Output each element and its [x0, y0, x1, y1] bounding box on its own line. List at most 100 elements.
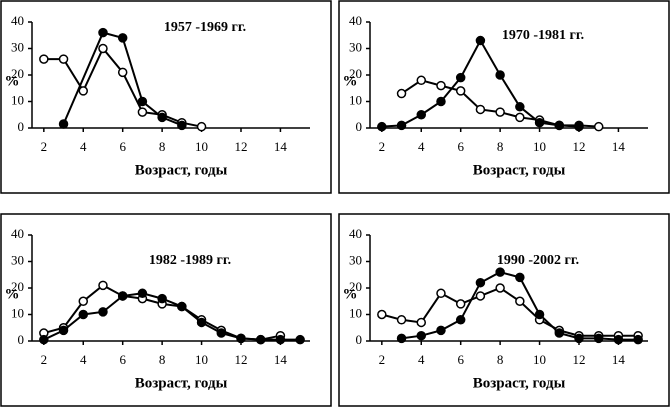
marker — [377, 309, 387, 320]
chart-title: 1982 -1989 гг. — [149, 253, 231, 268]
panel: 0 10 20 30 40 2 4 6 8 10 12 14% Возраст, годы 1990 -2… — [338, 213, 670, 407]
marker — [78, 309, 89, 320]
marker — [177, 301, 187, 312]
x-tick-label: 8 — [159, 352, 166, 367]
x-tick-label: 6 — [119, 139, 126, 154]
panel-frame — [338, 213, 670, 407]
marker — [554, 328, 565, 338]
marker — [455, 315, 466, 325]
y-axis-label: % — [343, 73, 358, 89]
panel: 0 10 20 30 40 2 4 6 8 10 12 14% Возраст, годы 1970 -1… — [338, 0, 670, 194]
marker — [455, 72, 466, 83]
x-axis-label: Возраст, годы — [135, 162, 228, 178]
marker — [574, 121, 584, 132]
marker — [157, 293, 167, 304]
panel: 0 10 20 30 40 2 4 6 8 10 12 14% Возраст, годы 1982 -1… — [0, 213, 332, 407]
marker — [416, 110, 427, 120]
marker — [98, 307, 108, 317]
marker — [574, 333, 584, 344]
marker — [534, 309, 545, 320]
x-tick-label: 4 — [80, 352, 87, 367]
marker — [593, 333, 604, 344]
marker — [515, 112, 525, 123]
x-tick-label: 12 — [234, 139, 247, 154]
x-tick-label: 2 — [41, 352, 48, 367]
y-tick-label: 30 — [349, 252, 362, 267]
panel-frame — [0, 213, 332, 407]
y-tick-label: 10 — [349, 92, 362, 107]
chart-title: 1970 -1981 гг. — [502, 28, 584, 43]
chart-title: 1957 -1969 гг. — [164, 20, 246, 35]
panel-frame — [338, 0, 670, 194]
marker — [117, 67, 128, 78]
x-tick-label: 12 — [572, 139, 585, 154]
x-axis-label: Возраст, годы — [473, 375, 566, 391]
marker — [78, 86, 89, 96]
y-tick-label: 30 — [11, 252, 24, 267]
marker — [275, 334, 286, 345]
y-tick-label: 30 — [11, 39, 24, 54]
marker — [117, 33, 128, 43]
marker — [196, 121, 207, 132]
x-tick-label: 14 — [612, 139, 626, 154]
marker — [98, 43, 108, 54]
marker — [436, 288, 446, 299]
marker — [416, 330, 427, 341]
x-tick-label: 4 — [418, 352, 425, 367]
y-tick-label: 20 — [11, 66, 24, 81]
marker — [436, 325, 446, 336]
marker — [216, 328, 227, 338]
marker — [377, 121, 387, 132]
marker — [39, 334, 49, 345]
x-tick-label: 8 — [497, 352, 504, 367]
marker — [58, 325, 69, 336]
marker — [58, 119, 69, 129]
marker — [236, 333, 246, 344]
marker — [475, 104, 486, 115]
marker — [78, 296, 89, 306]
marker — [39, 54, 49, 64]
marker — [534, 117, 545, 128]
x-tick-label: 2 — [379, 139, 386, 154]
marker — [633, 334, 643, 345]
marker — [455, 86, 466, 96]
marker — [137, 96, 148, 107]
y-tick-label: 40 — [349, 13, 362, 28]
x-axis-label: Возраст, годы — [135, 375, 228, 391]
x-tick-label: 8 — [497, 139, 504, 154]
y-axis-label: % — [5, 286, 20, 302]
marker — [117, 291, 128, 301]
y-tick-label: 10 — [11, 92, 24, 107]
marker — [396, 120, 407, 131]
y-axis-label: % — [343, 286, 358, 302]
x-tick-label: 6 — [457, 352, 464, 367]
panel-frame — [0, 0, 332, 194]
marker — [396, 88, 407, 99]
y-tick-label: 0 — [18, 332, 25, 347]
x-tick-label: 2 — [41, 139, 48, 154]
x-tick-label: 4 — [418, 139, 425, 154]
marker — [495, 283, 505, 293]
marker — [515, 296, 525, 306]
marker — [196, 317, 207, 328]
x-tick-label: 12 — [234, 352, 247, 367]
marker — [416, 317, 427, 328]
marker — [515, 102, 525, 112]
x-tick-label: 14 — [274, 352, 288, 367]
marker — [98, 27, 108, 38]
marker — [416, 75, 427, 86]
marker — [396, 333, 407, 344]
x-tick-label: 2 — [379, 352, 386, 367]
y-tick-label: 40 — [11, 226, 24, 241]
series-line — [381, 286, 639, 337]
y-tick-label: 0 — [18, 119, 25, 134]
x-tick-label: 6 — [119, 352, 126, 367]
marker — [515, 272, 525, 283]
y-tick-label: 0 — [356, 119, 363, 134]
y-tick-label: 10 — [11, 305, 24, 320]
x-tick-label: 8 — [159, 139, 166, 154]
x-tick-label: 10 — [533, 352, 546, 367]
marker — [436, 80, 446, 91]
marker — [295, 334, 305, 345]
